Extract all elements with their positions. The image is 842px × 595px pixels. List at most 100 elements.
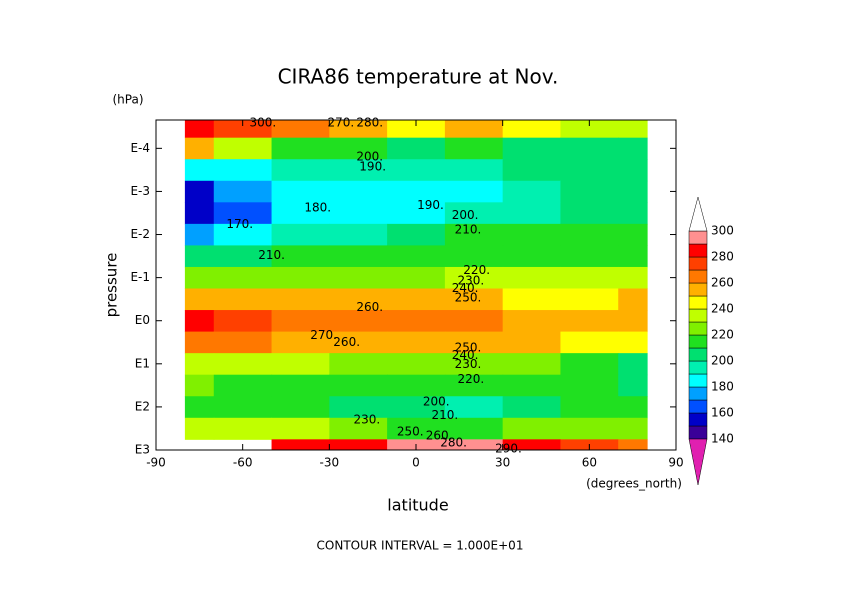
field-cell (329, 417, 388, 440)
field-cell (329, 310, 388, 333)
field-cell (618, 266, 648, 290)
field-cell (444, 396, 504, 419)
field-cell (271, 417, 330, 440)
field-cell (444, 120, 504, 139)
field-cell (502, 202, 561, 225)
contour-label: 260. (426, 428, 453, 442)
field-cell (560, 310, 619, 333)
contour-label: 210. (455, 222, 482, 236)
colorbar-under (688, 438, 708, 486)
field-cell (387, 137, 446, 160)
field-cell (184, 288, 215, 311)
field-cell (502, 137, 561, 160)
field-cell (502, 310, 561, 333)
x-tick-label: 60 (582, 456, 597, 470)
field-cell (213, 417, 273, 440)
contour-label: 190. (359, 159, 386, 173)
field-cell (502, 417, 561, 440)
field-cell (618, 439, 648, 451)
field-cell (271, 180, 330, 203)
field-cell (213, 374, 273, 397)
y-unit: (hPa) (112, 93, 143, 107)
field-cell (271, 137, 330, 160)
field-cell (213, 137, 273, 160)
field-cell (387, 396, 446, 419)
contour-label: 230. (354, 412, 381, 426)
colorbar-segment (688, 282, 708, 297)
field-cell (387, 374, 446, 397)
field-cell (271, 353, 330, 376)
chart-title: CIRA86 temperature at Nov. (278, 65, 559, 89)
field-cell (184, 202, 215, 225)
contour-label: 290. (495, 442, 522, 456)
field-cell (329, 120, 388, 139)
field-cell (444, 374, 504, 397)
contour-label: 200. (423, 394, 450, 408)
field-cell (213, 288, 273, 311)
contour-label: 260. (356, 300, 383, 314)
field-cell (444, 202, 504, 225)
colorbar-segment (688, 399, 708, 414)
colorbar-segment (688, 308, 708, 323)
field-cell (329, 353, 388, 376)
y-tick-label: E0 (135, 313, 150, 327)
field-cell (329, 180, 388, 203)
field-cell (502, 439, 561, 451)
y-tick-label: E2 (135, 399, 150, 413)
colorbar-tick-label: 200 (711, 354, 734, 368)
colorbar-tick-label: 140 (711, 432, 734, 446)
colorbar-segment (688, 321, 708, 336)
field-cell (560, 159, 619, 182)
field-cell (329, 374, 388, 397)
field-cell (502, 331, 561, 354)
field-cell (213, 180, 273, 203)
field-cell (502, 180, 561, 203)
field-cell (560, 223, 619, 246)
field-cell (329, 396, 388, 419)
field-cell (213, 223, 273, 246)
field-cell (387, 288, 446, 311)
field-cell (213, 353, 273, 376)
field-cell (387, 159, 446, 182)
colorbar-segment (688, 373, 708, 388)
field-cell (444, 331, 504, 354)
x-axis-label: latitude (387, 496, 448, 515)
colorbar-over (688, 196, 708, 232)
field-cell (329, 331, 388, 354)
contour-label: 280. (440, 435, 467, 449)
contour-label: 200. (356, 150, 383, 164)
colorbar-tick-label: 160 (711, 406, 734, 420)
colorbar-tick-label: 180 (711, 380, 734, 394)
contour-label: 180. (304, 200, 331, 214)
field-cell (387, 331, 446, 354)
colorbar-tick-label: 300 (711, 224, 734, 238)
field-cell (618, 288, 648, 311)
field-cell (271, 223, 330, 246)
field-cell (502, 353, 561, 376)
field-cell (618, 245, 648, 268)
field-cell (618, 310, 648, 333)
field-cell (560, 245, 619, 268)
field-cell (444, 266, 504, 290)
colorbar-tick-label: 220 (711, 328, 734, 342)
field-cell (560, 417, 619, 440)
field-cell (213, 120, 273, 139)
contour-label: 210. (432, 408, 459, 422)
field-cell (329, 223, 388, 246)
contour-label: 300. (250, 116, 277, 130)
colorbar-tick-label: 260 (711, 276, 734, 290)
field-cell (184, 417, 215, 440)
field-cell (271, 159, 330, 182)
y-tick-label: E3 (135, 443, 150, 457)
contour-label: 250. (455, 341, 482, 355)
field-cell (329, 439, 388, 451)
x-unit: (degrees_north) (586, 477, 682, 491)
field-cell (560, 374, 619, 397)
field-cell (184, 396, 215, 419)
field-cell (444, 180, 504, 203)
field-cell (502, 374, 561, 397)
contour-label: 270. (310, 328, 337, 342)
field-cell (271, 439, 330, 451)
